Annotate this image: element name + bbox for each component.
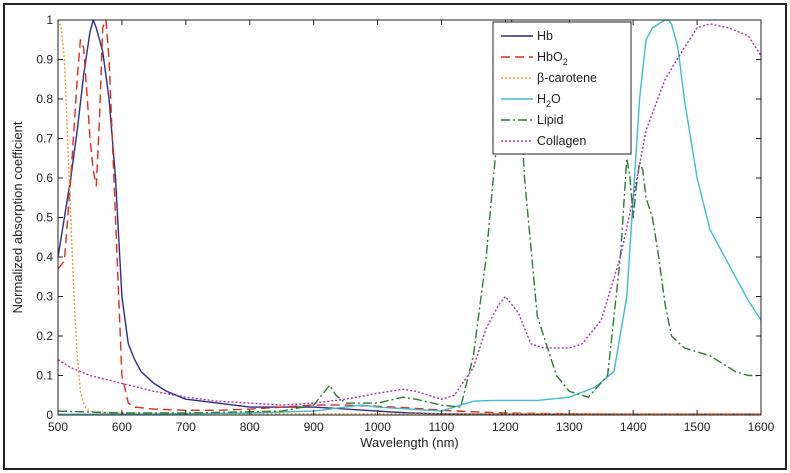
- legend-box: [492, 21, 632, 155]
- y-tick-label: 0.5: [36, 211, 53, 225]
- x-tick-label: 1200: [492, 420, 519, 434]
- x-axis-label: Wavelength (nm): [360, 435, 459, 450]
- x-tick-label: 600: [112, 420, 132, 434]
- y-tick-label: 0.6: [36, 171, 53, 185]
- x-tick-label: 700: [176, 420, 196, 434]
- legend-label: β-carotene: [537, 71, 597, 85]
- legend-label: HbO2: [537, 50, 568, 67]
- x-tick-label: 1600: [748, 420, 775, 434]
- x-tick-label: 1500: [684, 420, 711, 434]
- axes-layer: 500 600 700 800 900 1000 1100 1200 1300 1400 1500 1…: [36, 13, 774, 434]
- plot-background: [58, 20, 761, 415]
- legend-label: Collagen: [537, 134, 586, 148]
- series-line-lipid: [57, 19, 761, 414]
- x-tick-label: 800: [240, 420, 260, 434]
- x-tick-label: 1100: [429, 420, 455, 434]
- y-tick-label: 1: [46, 13, 53, 27]
- x-tick-label: 900: [304, 420, 324, 434]
- series-line-carotene: [57, 19, 761, 415]
- y-tick-label: 0.3: [36, 290, 53, 304]
- y-tick-label: 0.9: [36, 53, 53, 67]
- y-tick-label: 0.7: [36, 132, 53, 146]
- y-tick-label: 0.2: [36, 329, 53, 343]
- legend-label: Hb: [537, 29, 553, 43]
- x-tick-label: 1300: [556, 420, 583, 434]
- legend-label: Lipid: [537, 113, 563, 127]
- y-tick-label: 0.1: [36, 369, 53, 383]
- y-tick-label: 0: [46, 408, 53, 422]
- x-tick-label: 500: [48, 420, 68, 434]
- legend-label: H2O: [537, 92, 561, 109]
- y-tick-label: 0.8: [36, 92, 53, 106]
- legend: Hb HbO2 β-carotene H2O Lipid Collagen: [492, 21, 632, 155]
- x-tick-label: 1000: [364, 420, 391, 434]
- x-tick-label: 1400: [620, 420, 647, 434]
- y-axis-label: Normalized absorption coefficient: [10, 121, 25, 313]
- y-tick-label: 0.4: [36, 250, 53, 264]
- series-line-collagen: [57, 23, 762, 406]
- plot-area: [58, 20, 761, 415]
- series-line-hbo2: [57, 19, 761, 415]
